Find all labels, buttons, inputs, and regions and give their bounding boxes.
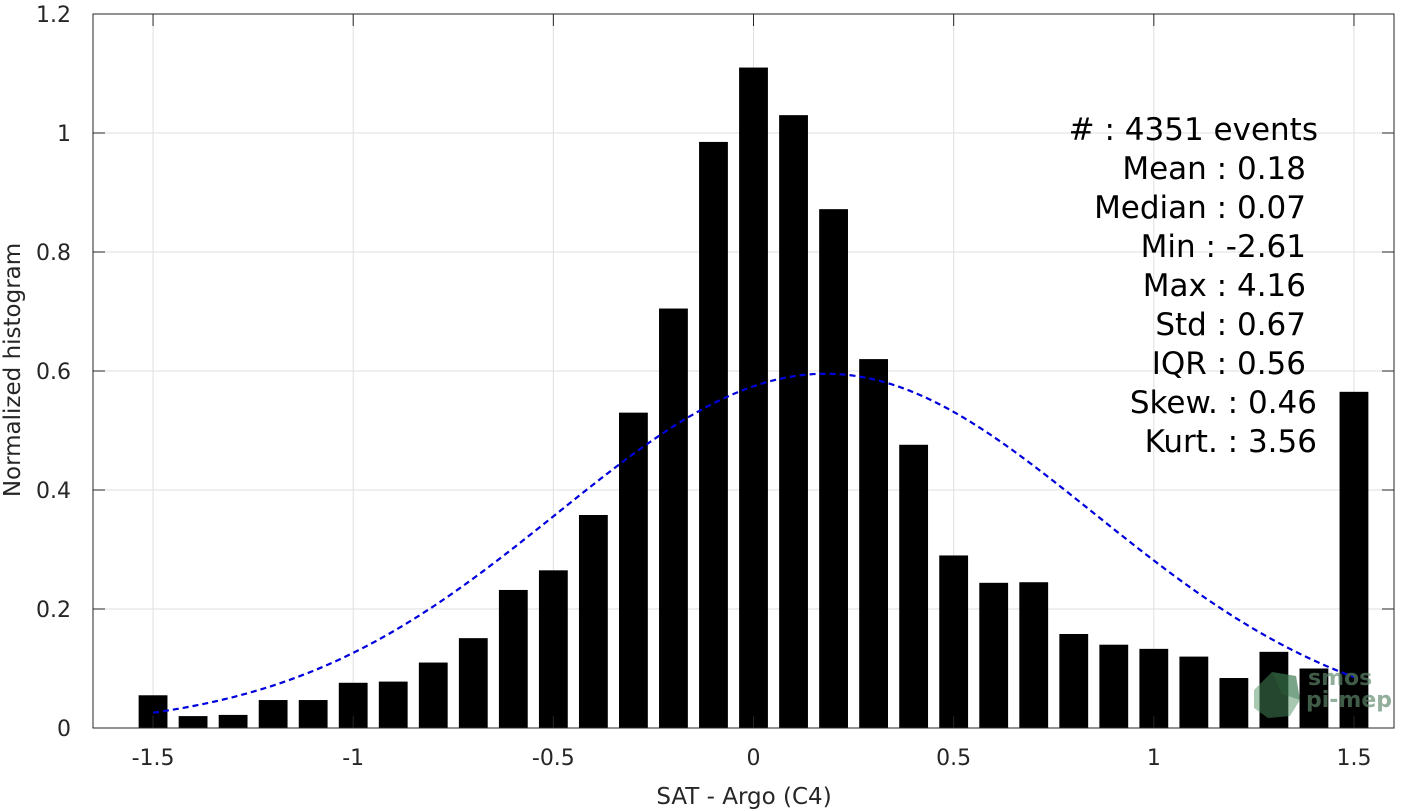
logo-cube-shade <box>1272 672 1300 700</box>
y-tick-label-6: 1.2 <box>36 3 71 28</box>
histogram-bar-17 <box>819 209 848 728</box>
histogram-bar-24 <box>1099 644 1129 728</box>
histogram-bar-13 <box>659 308 688 728</box>
histogram-bars <box>138 67 1369 729</box>
histogram-bar-19 <box>899 444 929 728</box>
y-axis-label: Normalized histogram <box>0 243 26 497</box>
y-tick-label-0: 0 <box>57 717 71 742</box>
histogram-bar-16 <box>779 115 808 728</box>
gaussian-fit-curve <box>152 372 1355 714</box>
stat-line-8: Kurt. : 3.56 <box>1145 424 1317 460</box>
histogram-bar-1 <box>178 716 208 728</box>
histogram-bar-20 <box>939 555 969 728</box>
histogram-bar-7 <box>418 662 448 728</box>
x-tick-label-2: -0.5 <box>532 746 575 771</box>
logo-cube-icon <box>1254 672 1300 718</box>
stat-line-7: Skew. : 0.46 <box>1130 385 1317 421</box>
stat-line-4: Max : 4.16 <box>1143 268 1306 304</box>
y-tick-label-1: 0.2 <box>36 598 71 623</box>
histogram-bar-29 <box>1299 668 1329 728</box>
histogram-bar-3 <box>258 700 288 728</box>
histogram-bar-9 <box>498 589 528 728</box>
logo-line-pimep: pi-mep <box>1306 688 1392 713</box>
histogram-bar-22 <box>1019 582 1049 728</box>
y-tick-labels: 0 0.2 0.4 0.6 0.8 1 1.2 <box>36 3 71 742</box>
stat-line-0: # : 4351 events <box>1069 112 1318 148</box>
histogram-bar-2 <box>218 714 248 728</box>
y-tick-label-3: 0.6 <box>36 360 71 385</box>
logo-line-smos: smos <box>1308 666 1372 691</box>
histogram-bar-26 <box>1179 656 1209 728</box>
x-tick-label-1: -1 <box>342 746 364 771</box>
x-tick-labels: -1.5 -1 -0.5 0 0.5 1 1.5 <box>132 746 1372 771</box>
histogram-bar-25 <box>1139 648 1169 728</box>
histogram-bar-27 <box>1219 678 1249 728</box>
histogram-bar-23 <box>1059 633 1089 728</box>
histogram-bar-11 <box>578 514 608 728</box>
stat-line-1: Mean : 0.18 <box>1122 151 1306 187</box>
histogram-bar-12 <box>619 412 648 728</box>
y-tick-label-4: 0.8 <box>36 241 71 266</box>
histogram-bar-30 <box>1339 391 1369 728</box>
histogram-bar-14 <box>699 141 728 729</box>
stat-line-3: Min : -2.61 <box>1141 229 1306 265</box>
histogram-bar-21 <box>979 582 1009 728</box>
histogram-bar-4 <box>298 700 328 728</box>
x-axis-label: SAT - Argo (C4) <box>656 784 831 810</box>
histogram-bar-28 <box>1259 651 1289 728</box>
histogram-bar-10 <box>538 570 568 728</box>
histogram-bar-18 <box>859 359 889 728</box>
histogram-bar-15 <box>739 67 768 729</box>
stat-line-5: Std : 0.67 <box>1155 307 1306 343</box>
y-tick-label-5: 1 <box>57 122 71 147</box>
histogram-bar-6 <box>378 681 408 728</box>
x-tick-label-3: 0 <box>747 746 761 771</box>
y-tick-label-2: 0.4 <box>36 479 71 504</box>
x-tick-label-5: 1 <box>1147 746 1161 771</box>
axis-ticks <box>93 13 1394 729</box>
stat-line-2: Median : 0.07 <box>1094 190 1306 226</box>
x-tick-label-4: 0.5 <box>936 746 971 771</box>
stat-line-6: IQR : 0.56 <box>1152 346 1306 382</box>
smos-pimep-logo: smos pi-mep <box>1254 666 1392 718</box>
x-tick-label-6: 1.5 <box>1336 746 1371 771</box>
histogram-bar-8 <box>458 638 488 728</box>
x-tick-label-0: -1.5 <box>132 746 175 771</box>
